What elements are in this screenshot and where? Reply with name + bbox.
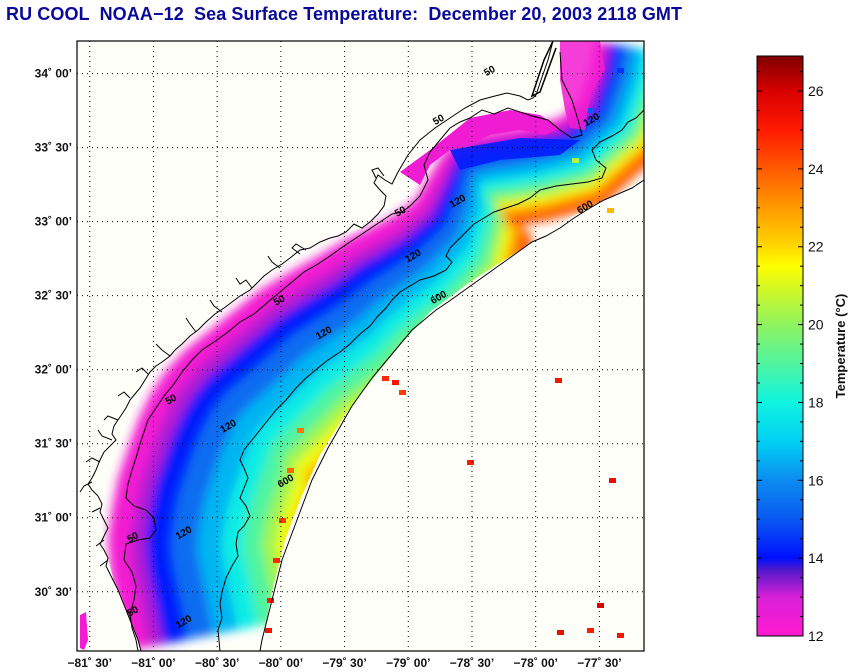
colorbar-tick-label: 24 bbox=[808, 161, 824, 177]
colorbar-tick-label: 14 bbox=[808, 550, 824, 566]
sst-pixel bbox=[597, 148, 604, 153]
sst-pixel bbox=[597, 603, 604, 608]
sst-pixel bbox=[267, 598, 274, 603]
sst-pixel bbox=[287, 468, 294, 473]
coastline bbox=[87, 41, 554, 651]
x-tick-label: −78˚ 30’ bbox=[450, 656, 494, 670]
sst-pixel bbox=[399, 390, 406, 395]
chart-title: RU COOL NOAA−12 Sea Surface Temperature:… bbox=[6, 4, 683, 24]
sst-field bbox=[77, 41, 644, 651]
sst-band bbox=[131, 42, 613, 647]
y-tick-label: 33˚ 00’ bbox=[35, 215, 72, 229]
colorbar-gradient bbox=[756, 55, 804, 637]
colorbar-ticks: 12 14 16 18 20 22 24 26 bbox=[757, 71, 824, 644]
x-tick-label: −80˚ 00’ bbox=[259, 656, 303, 670]
isobath-label: 50 bbox=[431, 113, 447, 128]
sst-band bbox=[560, 41, 605, 130]
colorbar-tick-label: 22 bbox=[808, 239, 824, 255]
y-tick-label: 32˚ 30’ bbox=[35, 289, 72, 303]
land-area bbox=[77, 41, 553, 651]
sst-band bbox=[450, 138, 580, 170]
sst-pixel bbox=[617, 68, 624, 73]
isobath-label: 50 bbox=[126, 530, 142, 545]
x-tick-label: −78˚ 00’ bbox=[514, 656, 558, 670]
y-tick-label: 34˚ 00’ bbox=[35, 67, 72, 81]
sst-pixel bbox=[587, 108, 594, 113]
isobath-label: 50 bbox=[393, 204, 409, 219]
sst-pixel bbox=[382, 376, 389, 381]
isobath-label: 50 bbox=[272, 293, 288, 308]
sst-pixel bbox=[273, 558, 280, 563]
isobath-50m bbox=[123, 51, 583, 651]
sst-band bbox=[261, 112, 644, 623]
sst-pixel bbox=[557, 630, 564, 635]
x-axis-ticks: −81˚ 30’ −81˚ 00’ −80˚ 30’ −80˚ 00’ −79˚ 30’… bbox=[68, 656, 622, 670]
sst-pixel bbox=[297, 428, 304, 433]
x-tick-label: −77˚ 30’ bbox=[577, 656, 621, 670]
sst-pixel bbox=[607, 208, 614, 213]
sst-pixel bbox=[467, 460, 474, 465]
y-tick-label: 32˚ 00’ bbox=[35, 363, 72, 377]
isobath-label: 50 bbox=[164, 392, 180, 407]
y-tick-label: 31˚ 00’ bbox=[35, 511, 72, 525]
sst-pixel bbox=[617, 633, 624, 638]
no-data-area bbox=[262, 41, 644, 651]
x-tick-label: −79˚ 00’ bbox=[386, 656, 430, 670]
isobath-label: 50 bbox=[482, 64, 498, 79]
isobath-label: 50 bbox=[126, 604, 142, 619]
colorbar-tick-label: 16 bbox=[808, 472, 824, 488]
sst-pixel bbox=[572, 158, 579, 163]
cape-fear bbox=[530, 41, 557, 98]
colorbar-tick-label: 18 bbox=[808, 394, 824, 410]
x-tick-label: −79˚ 30’ bbox=[322, 656, 366, 670]
sst-pixel bbox=[587, 628, 594, 633]
sst-pixel bbox=[609, 478, 616, 483]
colorbar-tick-label: 12 bbox=[808, 628, 824, 644]
x-tick-label: −81˚ 30’ bbox=[68, 656, 112, 670]
y-tick-label: 31˚ 30’ bbox=[35, 437, 72, 451]
isobath-120m bbox=[217, 109, 644, 651]
x-tick-label: −80˚ 30’ bbox=[195, 656, 239, 670]
colorbar: 12 14 16 18 20 22 24 26 Temperature (°C) bbox=[756, 55, 848, 644]
y-tick-label: 33˚ 30’ bbox=[35, 141, 72, 155]
sst-pixel bbox=[279, 518, 286, 523]
sst-pixel bbox=[392, 380, 399, 385]
y-axis-ticks: 34˚ 00’ 33˚ 30’ 33˚ 00’ 32˚ 30’ 32˚ 00’ 31˚ 3… bbox=[35, 67, 72, 599]
sst-pixel bbox=[555, 378, 562, 383]
sst-band bbox=[400, 110, 560, 185]
y-tick-label: 30˚ 30’ bbox=[35, 585, 72, 599]
coastline-estuaries bbox=[79, 167, 385, 567]
x-tick-label: −81˚ 00’ bbox=[131, 656, 175, 670]
colorbar-tick-label: 20 bbox=[808, 317, 824, 333]
sst-pixel bbox=[80, 612, 88, 650]
graticule bbox=[77, 41, 644, 651]
sst-pixel bbox=[265, 628, 272, 633]
isobath-600m bbox=[259, 179, 644, 651]
map-frame bbox=[76, 40, 645, 652]
colorbar-label: Temperature (°C) bbox=[833, 294, 848, 399]
colorbar-tick-label: 26 bbox=[808, 83, 824, 99]
